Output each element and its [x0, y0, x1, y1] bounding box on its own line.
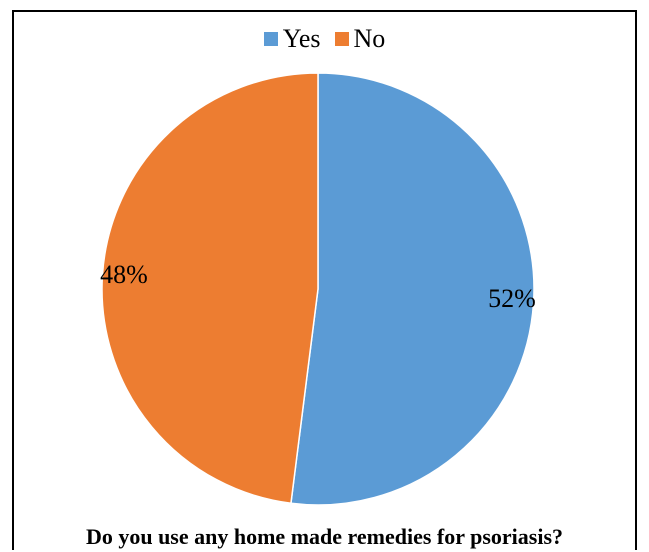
chart-title: Do you use any home made remedies for ps…	[85, 524, 564, 549]
legend-label-no: No	[353, 24, 386, 53]
legend-swatch-yes	[263, 32, 278, 46]
legend-item-no: No	[334, 24, 386, 54]
chart-legend: Yes No	[14, 24, 635, 54]
pie-slice-no	[101, 72, 319, 505]
pie-slice-yes	[290, 72, 535, 506]
slice-label-no: 48%	[100, 260, 148, 289]
slice-label-yes: 52%	[488, 284, 536, 313]
pie-chart: 52% 48%	[100, 72, 536, 506]
chart-frame: Yes No 52% 48% Do you use any home made r…	[12, 10, 637, 550]
legend-swatch-no	[334, 32, 349, 46]
legend-item-yes: Yes	[263, 24, 321, 54]
legend-label-yes: Yes	[282, 24, 321, 53]
